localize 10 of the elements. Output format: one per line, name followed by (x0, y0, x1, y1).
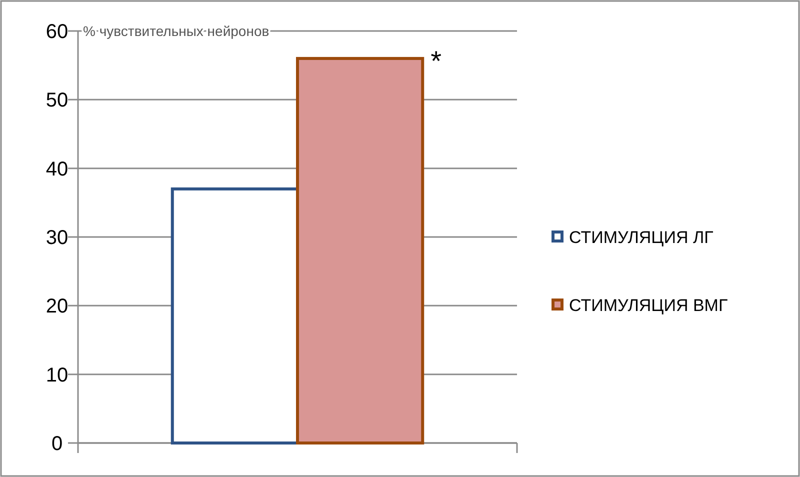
y-tick-label: 10 (46, 364, 68, 386)
legend-label: СТИМУЛЯЦИЯ ЛГ (569, 228, 714, 247)
legend-label: СТИМУЛЯЦИЯ ВМГ (569, 296, 728, 315)
y-tick-label: 60 (46, 21, 68, 43)
y-tick-label: 50 (46, 90, 68, 112)
y-tick-label: 40 (46, 158, 68, 180)
y-tick-label: 20 (46, 296, 68, 318)
y-tick-label: 30 (46, 227, 68, 249)
y-tick-label: 0 (51, 433, 63, 455)
annotation: * (430, 45, 442, 76)
